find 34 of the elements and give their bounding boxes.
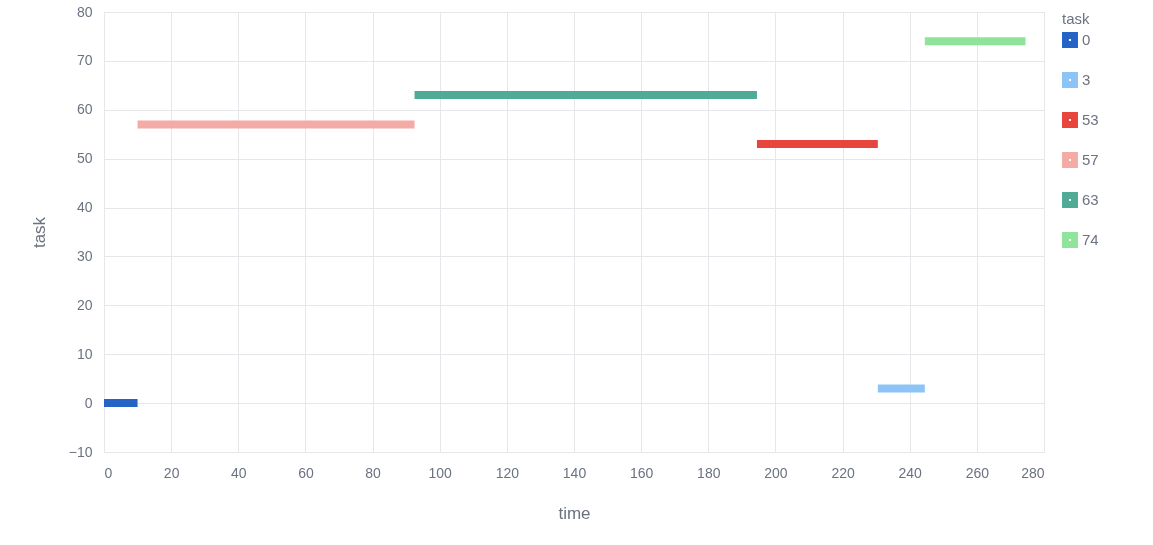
x-tick-label: 20	[163, 464, 180, 481]
y-tick-label: 10	[76, 345, 93, 362]
y-tick-label: 80	[76, 3, 93, 20]
y-tick-label: 0	[84, 394, 93, 411]
y-tick-label: −10	[68, 443, 93, 460]
y-axis-title: task	[29, 216, 49, 249]
x-tick-label: 80	[365, 464, 382, 481]
x-tick-label: 260	[965, 464, 990, 481]
x-tick-label: 180	[697, 464, 721, 481]
legend-label: 0	[1082, 31, 1091, 48]
x-tick-label: 60	[298, 464, 314, 481]
y-tick-label: 70	[76, 52, 93, 69]
x-tick-label: 200	[764, 464, 788, 481]
x-tick-label: 40	[231, 464, 247, 481]
y-tick-label: 20	[76, 296, 93, 313]
x-tick-label: 100	[428, 464, 453, 481]
x-tick-label: 280	[1021, 464, 1045, 481]
x-tick-label: 140	[562, 464, 587, 481]
x-tick-label: 160	[629, 464, 654, 481]
legend-label: 57	[1082, 151, 1099, 168]
x-tick-label: 0	[104, 464, 113, 481]
legend-label: 53	[1082, 111, 1099, 128]
x-tick-label: 220	[831, 464, 855, 481]
y-tick-label: 30	[76, 247, 93, 264]
legend-label: 3	[1082, 71, 1091, 88]
x-axis-title: time	[558, 503, 591, 523]
x-tick-label: 120	[495, 464, 520, 481]
y-tick-label: 60	[76, 101, 93, 118]
x-tick-label: 240	[898, 464, 923, 481]
legend-title: task	[1062, 10, 1091, 27]
y-tick-label: 50	[76, 150, 93, 167]
legend-label: 74	[1082, 231, 1099, 248]
legend-label: 63	[1082, 191, 1099, 208]
y-tick-label: 40	[76, 199, 93, 216]
